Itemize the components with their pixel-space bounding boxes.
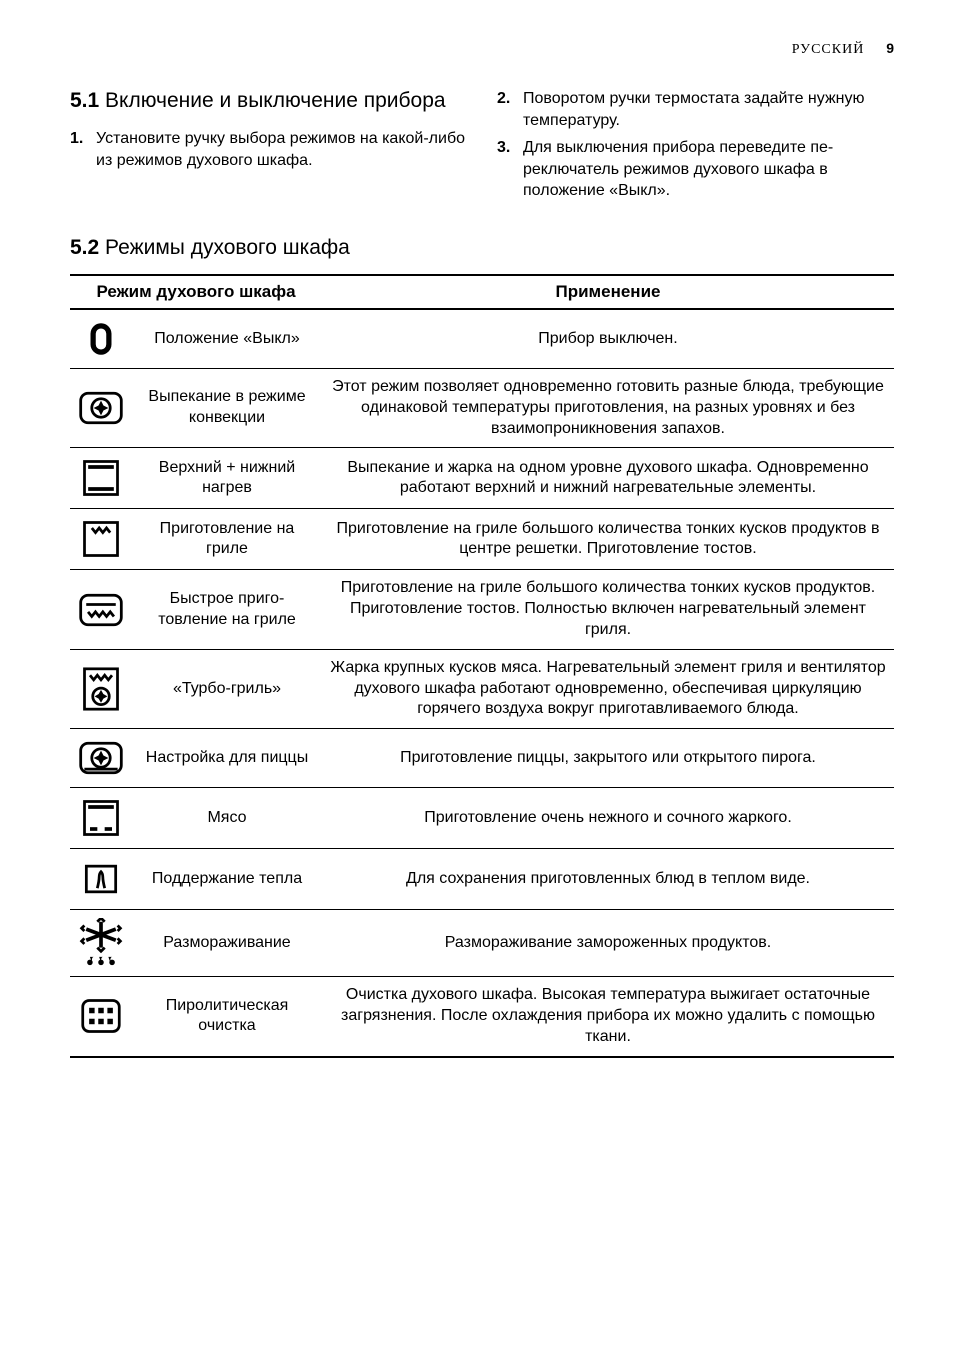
header-language: РУССКИЙ	[792, 42, 865, 57]
turbo-grill-icon	[70, 649, 132, 728]
th-mode: Режим духового шкафа	[70, 275, 322, 309]
table-row: Приготовление на гриле Приготовление на …	[70, 509, 894, 570]
section-number: 5.1	[70, 89, 99, 112]
mode-desc: Приготовление на гриле большого количест…	[322, 570, 894, 649]
table-header-row: Режим духового шкафа Применение	[70, 275, 894, 309]
table-row: Настройка для пиццы Приготовление пиццы,…	[70, 729, 894, 788]
step-number: 2.	[497, 88, 523, 131]
section-title: Включение и выключение прибора	[105, 89, 446, 112]
step-1: 1. Установите ручку выбора режимов на ка…	[70, 128, 467, 171]
step-number: 3.	[497, 137, 523, 202]
table-row: Пиролитическая очистка Очистка духового …	[70, 977, 894, 1057]
grill-icon	[70, 509, 132, 570]
mode-name: Настройка для пиццы	[132, 729, 322, 788]
mode-desc: Прибор выключен.	[322, 309, 894, 369]
right-column: 2. Поворотом ручки термостата задайте ну…	[497, 88, 894, 208]
step-3: 3. Для выключения прибора переведите пе­…	[497, 137, 894, 202]
th-application: Применение	[322, 275, 894, 309]
mode-desc: Приготовление пиццы, закрытого или откры…	[322, 729, 894, 788]
mode-name: Поддержание тепла	[132, 849, 322, 910]
table-row: Быстрое приго­товление на гри­ле Пригото…	[70, 570, 894, 649]
mode-name: Мясо	[132, 788, 322, 849]
page: РУССКИЙ 9 5.1 Включение и выключение при…	[0, 0, 954, 1352]
table-row: Мясо Приготовление очень нежного и сочно…	[70, 788, 894, 849]
mode-desc: Размораживание замороженных продуктов.	[322, 910, 894, 977]
mode-desc: Приготовление на гриле большого количест…	[322, 509, 894, 570]
mode-desc: Приготовление очень нежного и сочного жа…	[322, 788, 894, 849]
mode-desc: Жарка крупных кусков мяса. Нагревательны…	[322, 649, 894, 728]
mode-name: Приготовление на гриле	[132, 509, 322, 570]
pizza-icon	[70, 729, 132, 788]
table-row: Выпекание в ре­жиме конвекции Этот режим…	[70, 368, 894, 447]
convection-icon	[70, 368, 132, 447]
modes-table: Режим духового шкафа Применение Положени…	[70, 274, 894, 1058]
mode-name: Пиролитическая очистка	[132, 977, 322, 1057]
meat-icon	[70, 788, 132, 849]
section-title: Режимы духового шкафа	[105, 236, 350, 259]
off-icon	[70, 309, 132, 369]
table-row: Поддержание тепла Для сохранения пригото…	[70, 849, 894, 910]
step-text: Поворотом ручки термостата задайте нужну…	[523, 88, 894, 131]
table-row: Положение «Выкл» Прибор выключен.	[70, 309, 894, 369]
section-5-2-heading: 5.2 Режимы духового шкафа	[70, 236, 894, 260]
left-column: 5.1 Включение и выключение прибора 1. Ус…	[70, 88, 467, 208]
pyrolytic-icon	[70, 977, 132, 1057]
mode-desc: Выпекание и жарка на одном уровне духово…	[322, 448, 894, 509]
table-row: Размораживание Размораживание замороженн…	[70, 910, 894, 977]
mode-name: Размораживание	[132, 910, 322, 977]
mode-name: Положение «Выкл»	[132, 309, 322, 369]
fast-grill-icon	[70, 570, 132, 649]
mode-desc: Очистка духового шкафа. Высокая температ…	[322, 977, 894, 1057]
mode-name: Верхний + ниж­ний нагрев	[132, 448, 322, 509]
mode-name: Выпекание в ре­жиме конвекции	[132, 368, 322, 447]
mode-name: Быстрое приго­товление на гри­ле	[132, 570, 322, 649]
step-2: 2. Поворотом ручки термостата задайте ну…	[497, 88, 894, 131]
keep-warm-icon	[70, 849, 132, 910]
mode-desc: Этот режим позволяет одновременно готови…	[322, 368, 894, 447]
top-columns: 5.1 Включение и выключение прибора 1. Ус…	[70, 88, 894, 208]
section-number: 5.2	[70, 236, 99, 259]
mode-name: «Турбо-гриль»	[132, 649, 322, 728]
step-text: Для выключения прибора переведите пе­рек…	[523, 137, 894, 202]
step-number: 1.	[70, 128, 96, 171]
page-header: РУССКИЙ 9	[70, 40, 894, 58]
step-text: Установите ручку выбора режимов на ка­ко…	[96, 128, 467, 171]
header-page-number: 9	[886, 40, 894, 56]
mode-desc: Для сохранения приготовленных блюд в теп…	[322, 849, 894, 910]
section-5-1-heading: 5.1 Включение и выключение прибора	[70, 88, 467, 114]
top-bottom-heat-icon	[70, 448, 132, 509]
table-row: Верхний + ниж­ний нагрев Выпекание и жар…	[70, 448, 894, 509]
table-row: «Турбо-гриль» Жарка крупных кусков мяса.…	[70, 649, 894, 728]
defrost-icon	[70, 910, 132, 977]
